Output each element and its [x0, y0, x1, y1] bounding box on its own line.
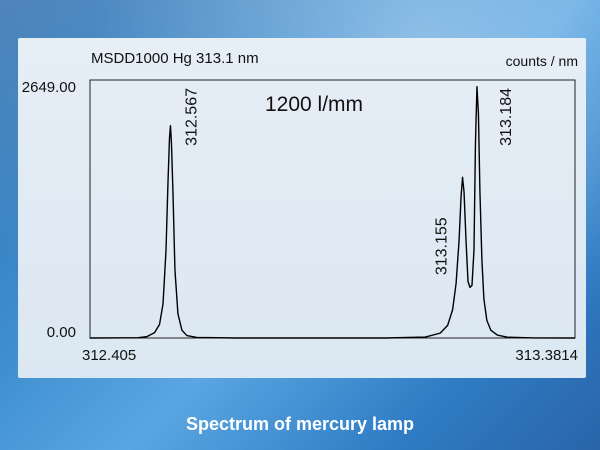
x-tick-min: 312.405 [82, 347, 136, 364]
y-tick-max: 2649.00 [22, 79, 76, 96]
figure-caption: Spectrum of mercury lamp [185, 414, 415, 434]
chart-title: MSDD1000 Hg 313.1 nm [91, 50, 259, 67]
x-tick-max: 313.3814 [515, 347, 578, 364]
y-tick-min: 0.00 [47, 324, 76, 341]
peak-label: 313.155 [434, 217, 451, 275]
peak-label: 313.184 [498, 88, 515, 146]
y-axis-unit-label: counts / nm [506, 53, 578, 69]
peak-label: 312.567 [184, 88, 201, 146]
grating-annotation: 1200 l/mm [265, 93, 363, 116]
spectrum-line [89, 86, 576, 339]
plot-panel [18, 38, 586, 378]
